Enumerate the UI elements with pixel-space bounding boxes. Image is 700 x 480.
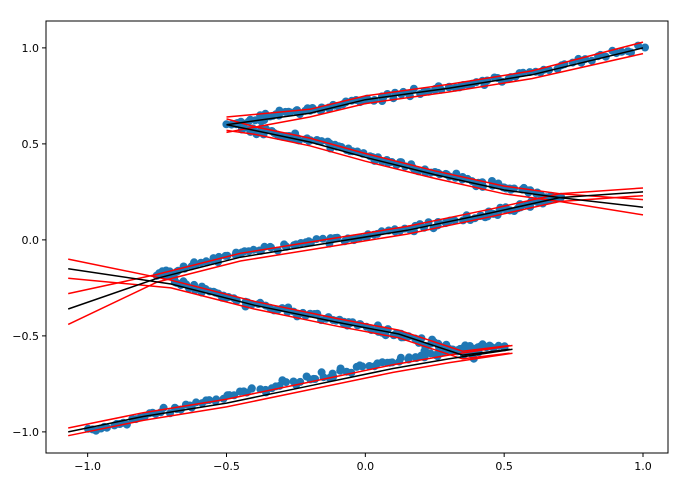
band-line	[68, 344, 513, 429]
band-line	[68, 258, 510, 352]
fit-line	[68, 348, 513, 433]
data-point	[405, 353, 413, 362]
x-tick-label: −1.0	[74, 460, 101, 473]
fit-line	[68, 267, 510, 356]
data-point	[358, 362, 367, 371]
x-axis: −1.0 −0.5 0.0 0.5 1.0	[74, 453, 652, 473]
y-tick-label: −0.5	[12, 330, 39, 343]
plot-area-frame	[45, 20, 669, 454]
data-point	[282, 378, 290, 387]
fit-line	[226, 47, 644, 126]
y-tick-label: −1.0	[12, 426, 39, 439]
y-tick-label: 1.0	[22, 42, 40, 55]
fit-line	[226, 123, 644, 208]
data-point	[373, 321, 382, 330]
x-tick-label: 0.5	[495, 460, 513, 473]
data-point	[267, 243, 275, 252]
band-line	[226, 41, 644, 118]
data-point	[328, 369, 337, 378]
data-point	[247, 384, 256, 393]
data-point	[318, 234, 327, 243]
band-line	[68, 352, 513, 437]
data-point	[212, 395, 221, 404]
y-tick-label: 0.5	[22, 138, 40, 151]
y-axis: −1.0 −0.5 0.0 0.5 1.0	[12, 42, 46, 439]
y-tick-label: 0.0	[22, 234, 40, 247]
data-point	[641, 43, 649, 52]
band-line	[226, 52, 644, 134]
x-tick-label: 1.0	[634, 460, 652, 473]
band-line	[67, 194, 644, 326]
x-tick-label: −0.5	[213, 460, 240, 473]
band-line	[226, 118, 644, 201]
data-point	[396, 353, 405, 362]
x-tick-label: 0.0	[357, 460, 375, 473]
data-point	[336, 364, 345, 373]
band-line	[68, 277, 510, 360]
fit-layer	[67, 47, 644, 433]
fit-line	[67, 191, 644, 310]
